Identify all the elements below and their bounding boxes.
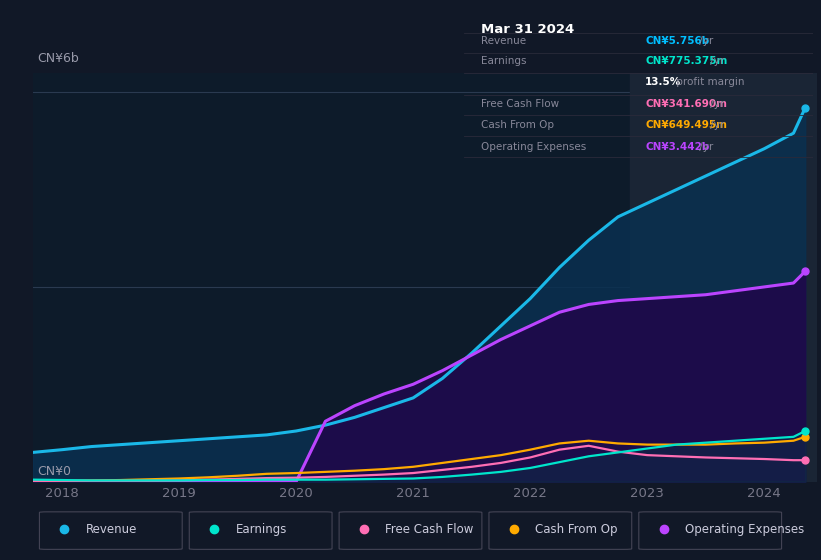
Text: 13.5%: 13.5% <box>645 77 681 87</box>
Text: Cash From Op: Cash From Op <box>481 120 554 130</box>
Text: Free Cash Flow: Free Cash Flow <box>385 522 474 536</box>
Text: CN¥3.442b: CN¥3.442b <box>645 142 709 152</box>
Text: Revenue: Revenue <box>481 36 526 46</box>
Text: /yr: /yr <box>695 36 713 46</box>
Text: CN¥0: CN¥0 <box>37 464 71 478</box>
Text: /yr: /yr <box>695 142 713 152</box>
Text: CN¥341.690m: CN¥341.690m <box>645 99 727 109</box>
Text: CN¥649.495m: CN¥649.495m <box>645 120 727 130</box>
Text: /yr: /yr <box>707 99 724 109</box>
Text: Free Cash Flow: Free Cash Flow <box>481 99 559 109</box>
Text: Mar 31 2024: Mar 31 2024 <box>481 23 575 36</box>
Text: Operating Expenses: Operating Expenses <box>481 142 586 152</box>
Bar <box>630 73 817 482</box>
Text: /yr: /yr <box>707 120 724 130</box>
Text: CN¥6b: CN¥6b <box>37 52 79 64</box>
Text: Cash From Op: Cash From Op <box>535 522 617 536</box>
Text: Earnings: Earnings <box>481 56 527 66</box>
Text: Revenue: Revenue <box>85 522 137 536</box>
Text: profit margin: profit margin <box>673 77 745 87</box>
Text: CN¥5.756b: CN¥5.756b <box>645 36 709 46</box>
Text: Operating Expenses: Operating Expenses <box>685 522 805 536</box>
Text: CN¥775.375m: CN¥775.375m <box>645 56 727 66</box>
Text: Earnings: Earnings <box>236 522 287 536</box>
Text: /yr: /yr <box>707 56 724 66</box>
